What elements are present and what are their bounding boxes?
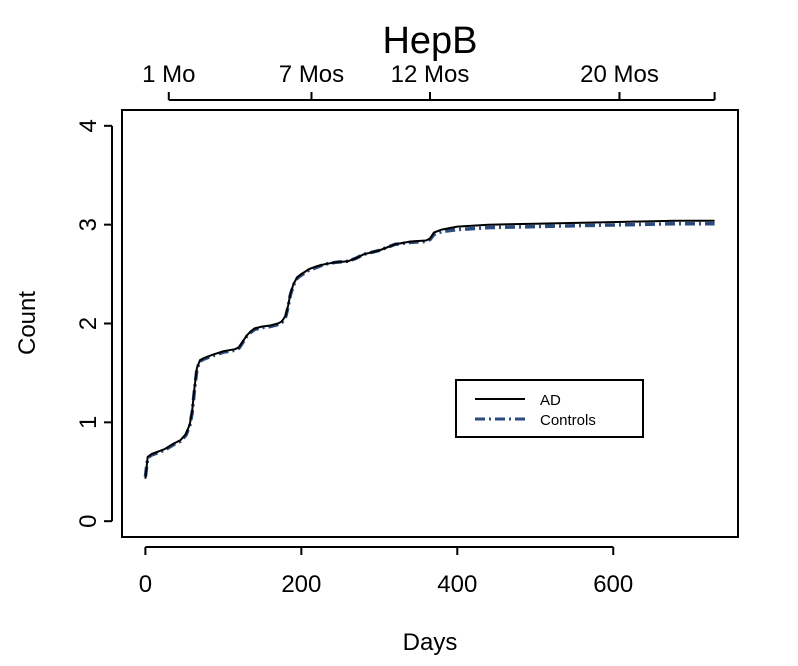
- series-layer: [143, 219, 715, 479]
- x-tick-label: 200: [281, 571, 321, 598]
- top-tick-label: 1 Mo: [142, 61, 195, 88]
- legend: AD Controls: [455, 379, 644, 438]
- chart-title: HepB: [382, 20, 477, 62]
- x-tick-label: 600: [593, 571, 633, 598]
- y-axis-label: Count: [14, 291, 41, 355]
- bottom-axis: 0 200 400 600: [139, 546, 633, 598]
- plot-frame: [121, 109, 739, 538]
- y-tick-label: 1: [75, 416, 102, 429]
- legend-box: [455, 379, 644, 438]
- x-tick-label: 0: [139, 571, 152, 598]
- top-tick-label: 20 Mos: [580, 61, 659, 88]
- y-tick-label: 2: [75, 317, 102, 330]
- x-axis-label: Days: [403, 629, 458, 656]
- y-tick-label: 0: [75, 515, 102, 528]
- legend-label-ad: AD: [540, 392, 561, 409]
- top-tick-label: 7 Mos: [279, 61, 344, 88]
- y-tick-label: 3: [75, 218, 102, 231]
- series-line-ad: [144, 219, 715, 479]
- y-tick-label: 4: [75, 119, 102, 132]
- top-tick-label: 12 Mos: [391, 61, 470, 88]
- top-axis: 1 Mo 7 Mos 12 Mos 20 Mos: [142, 61, 716, 101]
- left-axis: 0 1 2 3 4: [75, 119, 113, 528]
- legend-label-controls: Controls: [540, 412, 596, 429]
- x-tick-label: 400: [437, 571, 477, 598]
